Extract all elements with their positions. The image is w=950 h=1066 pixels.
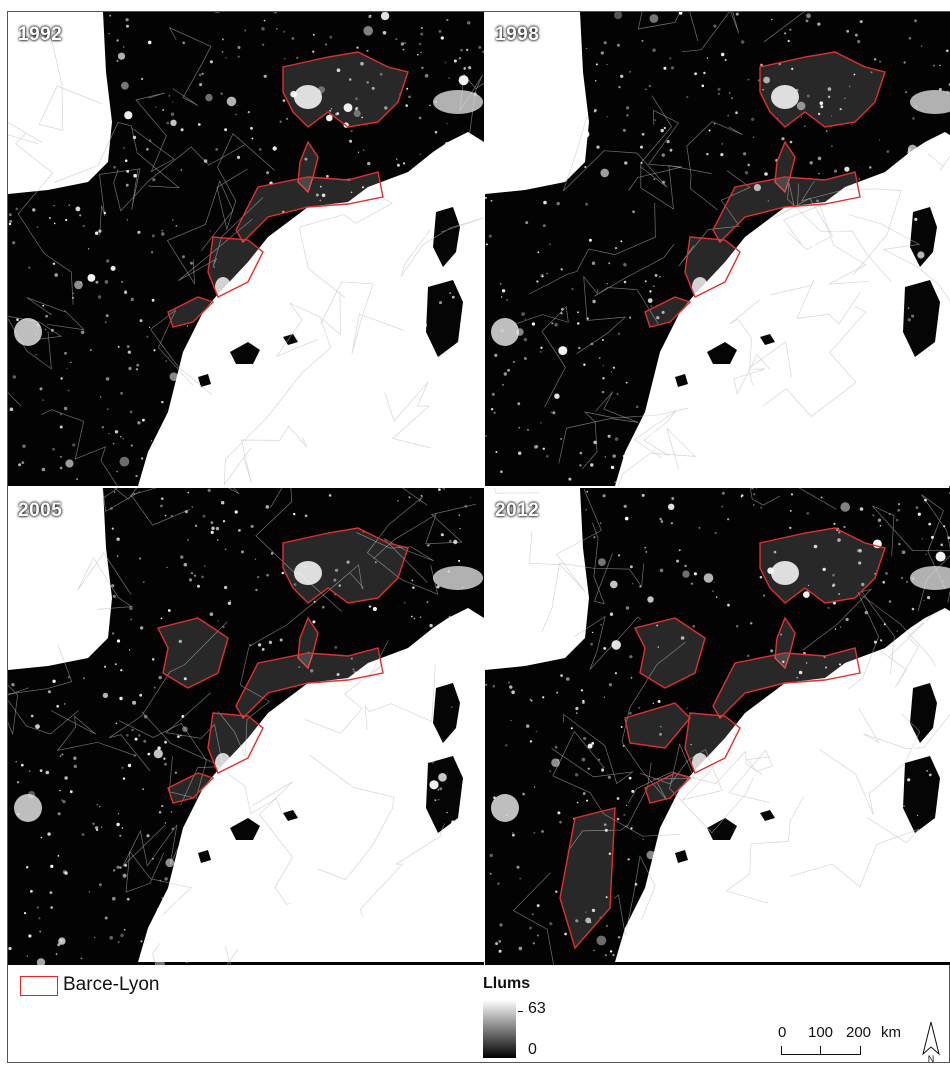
scale-unit: km bbox=[881, 1024, 901, 1041]
scale-bar bbox=[781, 1046, 861, 1055]
map-panel-1998: 1998 bbox=[485, 12, 950, 486]
region-legend-label: Barce-Lyon bbox=[63, 974, 160, 995]
panel-year-label: 2012 bbox=[495, 500, 540, 521]
map-panel-1992: 1992 bbox=[8, 12, 484, 486]
svg-text:N: N bbox=[928, 1054, 935, 1064]
night-lights-map bbox=[8, 12, 484, 486]
scale-tick-100: 100 bbox=[808, 1024, 834, 1041]
scale-tick-200: 200 bbox=[846, 1024, 872, 1041]
region-legend-swatch bbox=[20, 976, 58, 996]
ramp-min-label: 0 bbox=[528, 1041, 537, 1058]
map-panel-2012: 2012 bbox=[485, 488, 950, 965]
night-lights-map bbox=[8, 488, 484, 965]
ramp-title: Llums bbox=[483, 975, 531, 992]
night-lights-map bbox=[485, 488, 950, 965]
panel-year-label: 1992 bbox=[18, 24, 63, 45]
panel-year-label: 1998 bbox=[495, 24, 540, 45]
light-intensity-ramp bbox=[483, 1000, 516, 1058]
north-arrow-icon: N bbox=[922, 1021, 940, 1064]
panel-year-label: 2005 bbox=[18, 500, 63, 521]
ramp-max-label: 63 bbox=[528, 1000, 546, 1017]
scale-tick-0: 0 bbox=[778, 1024, 787, 1041]
ramp-tick bbox=[518, 1011, 523, 1012]
scale-bar-divider bbox=[820, 1046, 821, 1055]
night-lights-map bbox=[485, 12, 950, 486]
map-panel-2005: 2005 bbox=[8, 488, 484, 965]
